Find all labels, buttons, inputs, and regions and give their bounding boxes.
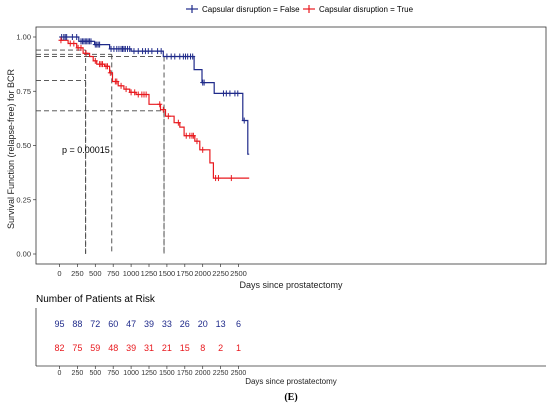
risk-count: 20: [198, 319, 208, 329]
risk-count: 31: [144, 343, 154, 353]
risk-x-tick-label: 500: [89, 370, 101, 377]
plot-frame: [35, 26, 547, 265]
risk-table-x-title: Days since prostatectomy: [245, 377, 337, 386]
risk-x-tick-label: 750: [107, 370, 119, 377]
risk-count: 26: [180, 319, 190, 329]
risk-count: 72: [90, 319, 100, 329]
x-tick-label: 1250: [141, 269, 158, 278]
x-tick-label: 250: [71, 269, 84, 278]
risk-count: 47: [126, 319, 136, 329]
x-tick-label: 2250: [212, 269, 229, 278]
risk-count: 48: [108, 343, 118, 353]
y-tick-label: 0.00: [16, 250, 31, 259]
legend: Capsular disruption = False Capsular disr…: [186, 5, 414, 14]
risk-x-tick-label: 2500: [231, 370, 247, 377]
risk-count: 75: [72, 343, 82, 353]
x-tick-label: 2500: [230, 269, 247, 278]
p-value-annotation: p = 0.00015: [62, 145, 110, 155]
risk-count: 95: [54, 319, 64, 329]
x-axis-title: Days since prostatectomy: [239, 280, 343, 290]
survival-curve: [59, 39, 250, 179]
risk-x-tick-label: 2250: [213, 370, 229, 377]
risk-count: 33: [162, 319, 172, 329]
axes: 0 250 500 750 1000 1250 1500 1750 2000 2250 2500 0.…: [16, 26, 547, 278]
x-tick-label: 0: [57, 269, 61, 278]
risk-count: 8: [200, 343, 205, 353]
y-tick-label: 0.25: [16, 195, 31, 204]
risk-x-tick-label: 1500: [159, 370, 175, 377]
risk-count: 1: [236, 343, 241, 353]
risk-count: 2: [218, 343, 223, 353]
x-tick-label: 1500: [159, 269, 176, 278]
legend-entry: Capsular disruption = True: [319, 5, 414, 14]
risk-count: 6: [236, 319, 241, 329]
risk-count: 15: [180, 343, 190, 353]
reference-lines: [36, 49, 165, 254]
risk-count: 13: [216, 319, 226, 329]
y-axis-title: Survival Function (relapse-free) for BCR: [6, 68, 16, 229]
risk-table: Number of Patients at Risk 0 250 500 750 100…: [35, 294, 546, 386]
x-tick-label: 2000: [194, 269, 211, 278]
risk-table-rows: 95 88 72 60 47 39 33 26 20 13 682 75 59 48 39 31 21 15 8 2 1: [54, 319, 241, 353]
risk-x-tick-label: 0: [58, 370, 62, 377]
x-tick-label: 750: [107, 269, 120, 278]
risk-count: 59: [90, 343, 100, 353]
x-tick-label: 1750: [176, 269, 193, 278]
figure-caption: (E): [284, 392, 297, 403]
survival-curves: [59, 36, 250, 179]
y-tick-label: 1.00: [16, 33, 31, 42]
censor-marks: [58, 34, 247, 182]
plot-area: 0 250 500 750 1000 1250 1500 1750 2000 2250 2500 0.…: [16, 26, 547, 278]
risk-table-title: Number of Patients at Risk: [36, 294, 156, 305]
x-tick-label: 500: [89, 269, 102, 278]
risk-x-tick-label: 1000: [123, 370, 139, 377]
legend-entry: Capsular disruption = False: [202, 5, 300, 14]
risk-x-tick-label: 1750: [177, 370, 193, 377]
risk-count: 21: [162, 343, 172, 353]
risk-count: 60: [108, 319, 118, 329]
risk-x-tick-label: 250: [72, 370, 84, 377]
risk-count: 82: [54, 343, 64, 353]
risk-count: 88: [72, 319, 82, 329]
risk-x-tick-label: 1250: [141, 370, 157, 377]
risk-x-tick-label: 2000: [195, 370, 211, 377]
risk-table-axes: 0 250 500 750 1000 1250 1500 1750 2000 2250 2500: [35, 308, 546, 377]
y-tick-label: 0.75: [16, 87, 31, 96]
risk-count: 39: [144, 319, 154, 329]
y-tick-label: 0.50: [16, 141, 31, 150]
x-tick-label: 1000: [123, 269, 140, 278]
risk-count: 39: [126, 343, 136, 353]
